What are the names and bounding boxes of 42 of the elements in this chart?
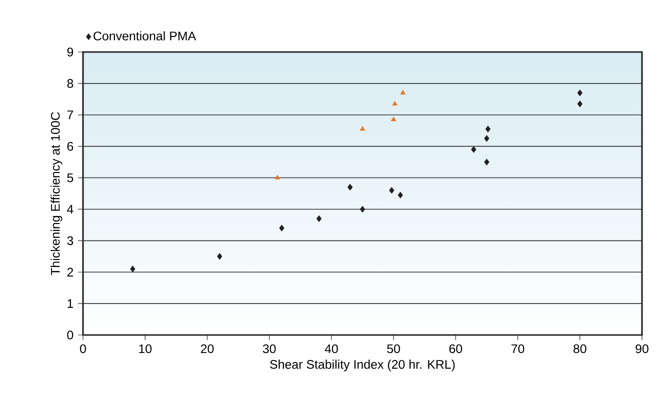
- point: [577, 89, 582, 96]
- point: [316, 215, 322, 222]
- point: [390, 116, 396, 122]
- y-tick-label: 6: [67, 142, 74, 151]
- point: [360, 126, 366, 131]
- point: [360, 206, 366, 213]
- y-axis-title: Thickening Efficiency at 100C: [50, 112, 62, 276]
- x-tick-label: 20: [200, 344, 214, 354]
- x-tick-label: 50: [387, 344, 400, 354]
- point: [274, 174, 280, 180]
- y-tick-label: 9: [67, 48, 74, 56]
- point: [398, 192, 403, 198]
- x-tick-label: 60: [449, 344, 462, 354]
- x-tick-label: 10: [139, 344, 152, 354]
- x-tick-label: 80: [574, 344, 586, 354]
- point: [400, 90, 406, 94]
- y-tick-label: 0: [67, 330, 74, 340]
- x-tick-label: 0: [80, 344, 86, 354]
- point: [484, 135, 490, 142]
- y-tick-label: 2: [67, 268, 74, 276]
- x-tick-label: 40: [324, 344, 338, 354]
- x-tick-label: 90: [636, 344, 648, 354]
- y-tick-label: 1: [68, 299, 74, 308]
- point: [347, 184, 353, 191]
- point: [471, 146, 476, 153]
- y-tick-label: 5: [67, 173, 74, 182]
- point: [577, 100, 582, 108]
- x-axis-title: Shear Stability Index (20 hr. KRL): [270, 360, 455, 372]
- point: [392, 100, 398, 106]
- y-tick-label: 7: [67, 110, 74, 120]
- point: [389, 186, 394, 194]
- y-tick-label: 4: [67, 204, 74, 214]
- legend-label: Conventional PMA: [94, 31, 196, 40]
- y-tick-label: 3: [67, 236, 74, 246]
- y-tick-label: 8: [67, 79, 74, 88]
- x-tick-label: 70: [511, 344, 524, 354]
- point: [279, 224, 284, 232]
- point: [485, 126, 491, 132]
- point: [217, 253, 222, 260]
- point: [484, 158, 490, 166]
- point: [130, 266, 136, 272]
- x-tick-label: 30: [262, 344, 276, 354]
